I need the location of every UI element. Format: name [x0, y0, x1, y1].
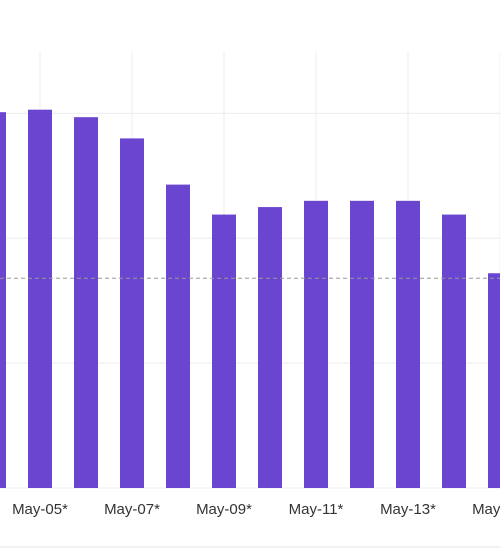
bar — [350, 200, 374, 489]
x-tick-label: May-09* — [196, 501, 252, 518]
x-tick-label: May-07* — [104, 501, 160, 518]
bar — [442, 214, 466, 488]
bar — [28, 109, 52, 488]
bar — [396, 200, 420, 489]
bar — [166, 184, 190, 488]
x-tick-label: May-05* — [12, 501, 68, 518]
x-tick-label: May-11* — [289, 501, 344, 518]
bar — [488, 273, 500, 488]
bar — [258, 207, 282, 489]
bar — [74, 117, 98, 488]
x-tick-label: May-13* — [380, 501, 436, 518]
bar — [0, 112, 6, 489]
bar — [212, 214, 236, 488]
bar — [120, 138, 144, 488]
x-tick-label: May-15* — [472, 501, 500, 518]
bar — [304, 200, 328, 489]
